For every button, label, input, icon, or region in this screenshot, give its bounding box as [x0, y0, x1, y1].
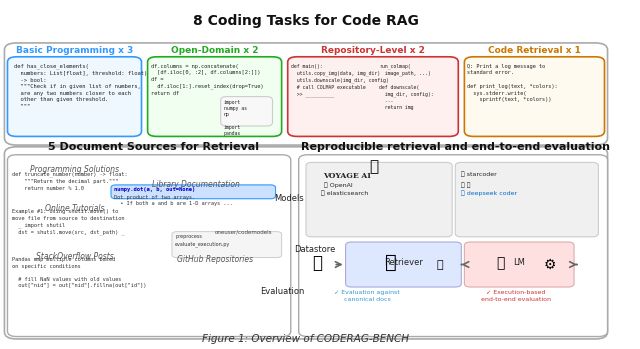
- Text: numpy.dot(a, b, out=None): numpy.dot(a, b, out=None): [114, 187, 195, 192]
- FancyBboxPatch shape: [111, 185, 276, 199]
- Text: preprocess: preprocess: [175, 234, 202, 239]
- Text: Models: Models: [275, 194, 304, 203]
- Text: VOYAGE AI: VOYAGE AI: [323, 172, 371, 180]
- Text: Retriever: Retriever: [384, 258, 423, 267]
- FancyBboxPatch shape: [306, 162, 452, 237]
- FancyBboxPatch shape: [455, 162, 598, 237]
- Text: Basic Programming x 3: Basic Programming x 3: [16, 46, 133, 55]
- Text: df.columns = np.concatenate(
  [df.iloc[0, :2], df.columns[2:]])
df =
  df.iloc[: df.columns = np.concatenate( [df.iloc[0,…: [150, 64, 263, 96]
- Text: Figure 1: Overview of CODERAG-BENCH: Figure 1: Overview of CODERAG-BENCH: [202, 334, 410, 344]
- Text: 🦋 deepseek coder: 🦋 deepseek coder: [461, 190, 518, 196]
- Text: Datastore: Datastore: [294, 245, 336, 254]
- Text: 💬 🔷: 💬 🔷: [461, 182, 471, 188]
- Text: Dot product of two arrays.
  • If both a and b are 1-D arrays ...: Dot product of two arrays. • If both a a…: [114, 195, 233, 207]
- FancyBboxPatch shape: [8, 155, 291, 336]
- Text: evaluate_execution.py: evaluate_execution.py: [175, 241, 230, 247]
- Text: StackOverflow Posts: StackOverflow Posts: [36, 252, 113, 261]
- Text: ✓ Execution-based
end-to-end evaluation: ✓ Execution-based end-to-end evaluation: [481, 290, 551, 302]
- Text: 8 Coding Tasks for Code RAG: 8 Coding Tasks for Code RAG: [193, 14, 419, 28]
- Text: Programming Solutions: Programming Solutions: [30, 165, 119, 174]
- Text: Example #1: Using shutil.move() to
move file from source to destination
  _ impo: Example #1: Using shutil.move() to move …: [12, 209, 125, 235]
- Text: def main():
  utils.copy_img(data, img_dir)
  utils.downscale(img_dir, config)
 : def main(): utils.copy_img(data, img_dir…: [291, 64, 388, 97]
- FancyBboxPatch shape: [4, 147, 607, 339]
- Text: Evaluation: Evaluation: [260, 287, 304, 296]
- Text: ⚙: ⚙: [543, 258, 556, 272]
- FancyBboxPatch shape: [4, 43, 607, 145]
- FancyBboxPatch shape: [221, 97, 273, 126]
- FancyBboxPatch shape: [8, 57, 141, 136]
- FancyBboxPatch shape: [299, 155, 607, 336]
- Text: oneuser/codemodels: oneuser/codemodels: [214, 230, 272, 235]
- Text: Q: Print a log message to
standard error.

def print_log(text, *colors):
  sys.s: Q: Print a log message to standard error…: [467, 64, 558, 102]
- Text: run_colmap(
  image_path, ...)

def downscale(
  img_dir, config):
  ...
  retur: run_colmap( image_path, ...) def downsca…: [379, 64, 434, 110]
- Text: Reproducible retrieval and end-to-end evaluation: Reproducible retrieval and end-to-end ev…: [301, 142, 610, 152]
- Text: 📄: 📄: [436, 260, 444, 269]
- Text: Repository-Level x 2: Repository-Level x 2: [321, 46, 425, 55]
- FancyBboxPatch shape: [148, 57, 282, 136]
- Text: GitHub Repositories: GitHub Repositories: [177, 255, 253, 264]
- Text: 🔵 elasticsearch: 🔵 elasticsearch: [321, 190, 369, 196]
- FancyBboxPatch shape: [288, 57, 458, 136]
- Text: Online Tutorials: Online Tutorials: [45, 204, 104, 213]
- Text: 🗄: 🗄: [312, 254, 323, 272]
- Text: ✓ Evaluation against
canonical docs: ✓ Evaluation against canonical docs: [334, 290, 400, 302]
- Text: def has_close_elements(
  numbers: List[float], threshold: float)
  -> bool:
  ": def has_close_elements( numbers: List[fl…: [13, 64, 147, 109]
- Text: def truncate_number(number) -> float:
    """Return the decimal part."""
    ret: def truncate_number(number) -> float: ""…: [12, 172, 128, 191]
- FancyBboxPatch shape: [346, 242, 461, 287]
- Text: LM: LM: [513, 258, 525, 267]
- FancyBboxPatch shape: [172, 232, 282, 258]
- Text: 🌀 OpenAI: 🌀 OpenAI: [324, 182, 353, 188]
- Text: 🔍: 🔍: [370, 159, 379, 174]
- Text: 🔍: 🔍: [385, 253, 397, 272]
- Text: Library Documentation: Library Documentation: [152, 180, 240, 189]
- Text: Open-Domain x 2: Open-Domain x 2: [171, 46, 259, 55]
- Text: ⭐ starcoder: ⭐ starcoder: [461, 172, 497, 177]
- Text: Code Retrieval x 1: Code Retrieval x 1: [488, 46, 581, 55]
- Text: 5 Document Sources for Retrieval: 5 Document Sources for Retrieval: [48, 142, 259, 152]
- Text: 🕸: 🕸: [497, 256, 505, 270]
- Text: Pandas map multiple columns based
on specific conditions

  # fill NaN values wi: Pandas map multiple columns based on spe…: [12, 257, 147, 288]
- FancyBboxPatch shape: [465, 242, 574, 287]
- FancyBboxPatch shape: [465, 57, 605, 136]
- Text: import
numpy as
np

import
pandas: import numpy as np import pandas: [224, 100, 247, 136]
